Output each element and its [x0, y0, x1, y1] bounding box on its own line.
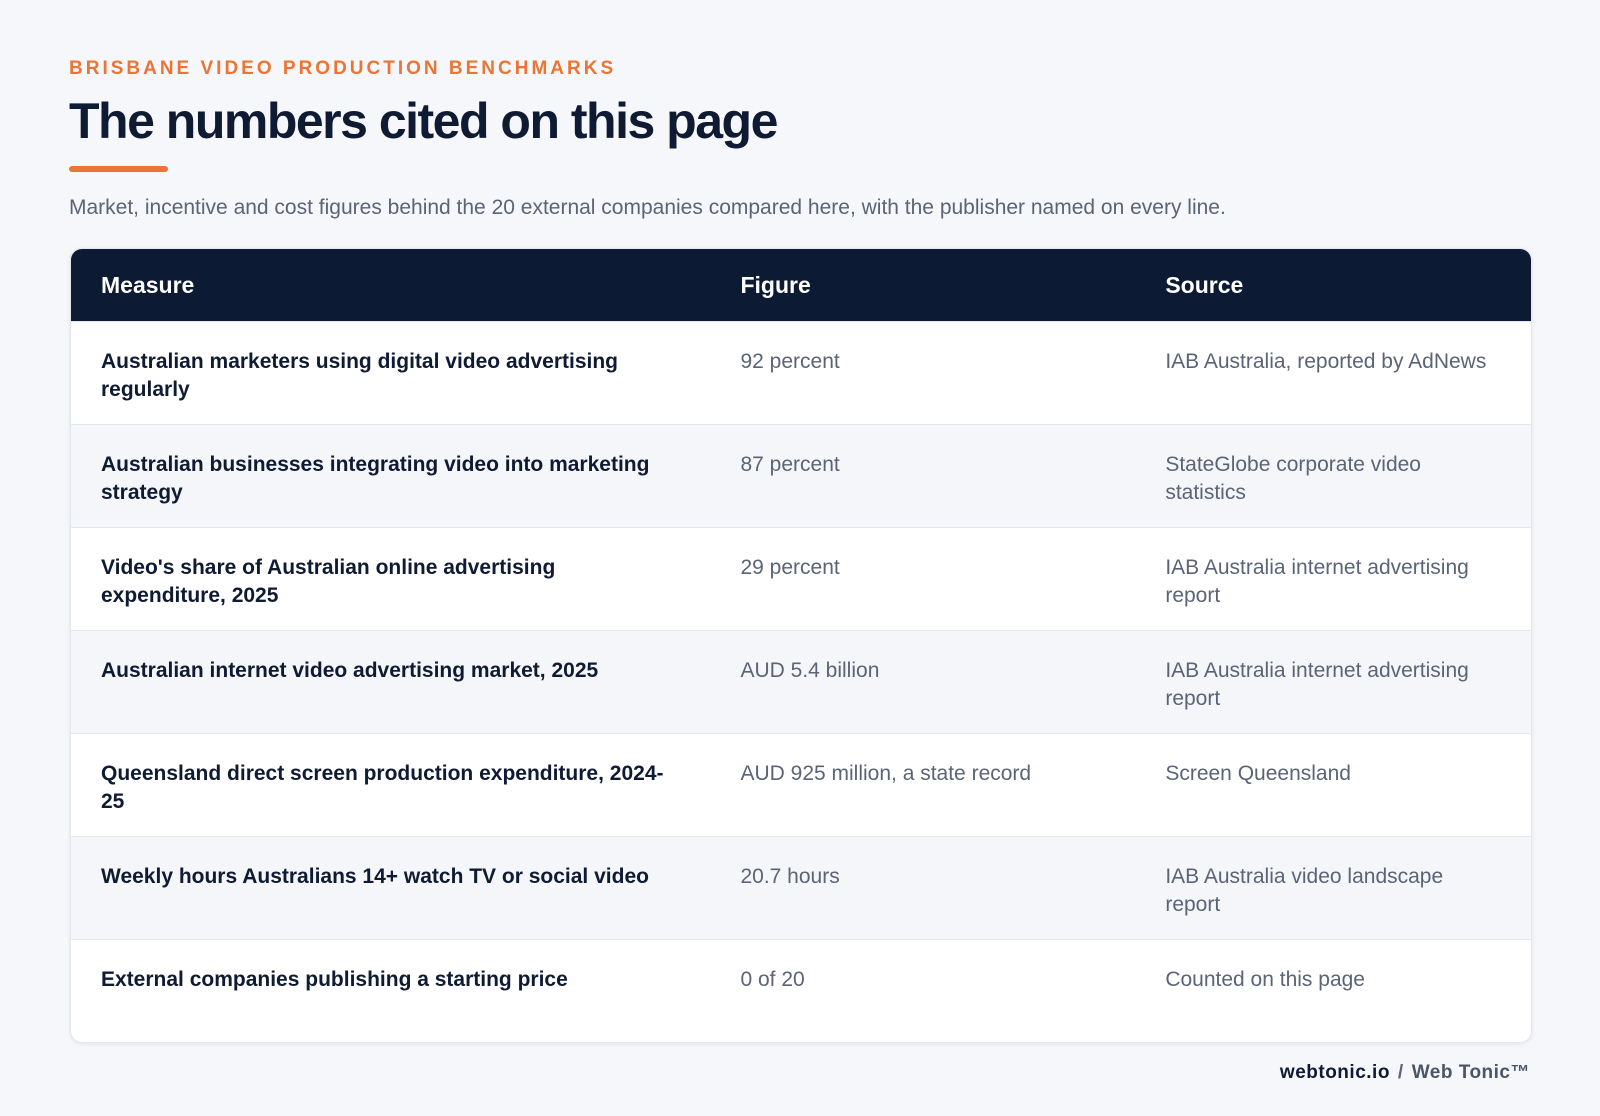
table-row: Video's share of Australian online adver…: [71, 527, 1531, 631]
table-row: Queensland direct screen production expe…: [71, 733, 1531, 837]
figure-cell: AUD 5.4 billion: [710, 630, 1136, 734]
footer: webtonic.io / Web Tonic™: [1280, 1062, 1530, 1084]
eyebrow: BRISBANE VIDEO PRODUCTION BENCHMARKS: [69, 58, 617, 79]
figure-cell: 87 percent: [710, 424, 1136, 528]
table-row: Australian businesses integrating video …: [71, 424, 1531, 528]
table-body: Australian marketers using digital video…: [71, 321, 1531, 1042]
footer-domain: webtonic.io: [1279, 1062, 1390, 1083]
figure-cell: 92 percent: [710, 321, 1136, 425]
source-cell: IAB Australia video landscape report: [1135, 836, 1531, 940]
subtitle: Market, incentive and cost figures behin…: [69, 196, 1226, 219]
source-cell: IAB Australia internet advertising repor…: [1135, 630, 1531, 734]
source-cell: StateGlobe corporate video statistics: [1135, 424, 1531, 528]
table-row: External companies publishing a starting…: [71, 939, 1531, 1042]
column-header: Source: [1135, 249, 1531, 322]
accent-bar: [69, 166, 168, 172]
measure-cell: Video's share of Australian online adver…: [71, 527, 711, 631]
source-cell: Counted on this page: [1135, 939, 1531, 1042]
measure-cell: Australian internet video advertising ma…: [71, 630, 711, 734]
measure-cell: Australian businesses integrating video …: [71, 424, 711, 528]
table-row: Australian internet video advertising ma…: [71, 630, 1531, 734]
figure-cell: 0 of 20: [710, 939, 1136, 1042]
measure-cell: Australian marketers using digital video…: [71, 321, 711, 425]
table: Measure Figure Source Australian marketers…: [71, 249, 1531, 1042]
header-row: Measure Figure Source: [71, 249, 1531, 322]
footer-separator: /: [1397, 1062, 1404, 1083]
source-cell: Screen Queensland: [1135, 733, 1531, 837]
footer-brand: Web Tonic™: [1411, 1062, 1530, 1083]
column-header: Figure: [710, 249, 1136, 322]
measure-cell: Queensland direct screen production expe…: [71, 733, 711, 837]
figure-cell: 20.7 hours: [710, 836, 1136, 940]
figure-cell: AUD 925 million, a state record: [710, 733, 1136, 837]
table-row: Weekly hours Australians 14+ watch TV or…: [71, 836, 1531, 940]
measure-cell: External companies publishing a starting…: [71, 939, 711, 1042]
figure-cell: 29 percent: [710, 527, 1136, 631]
table-card: Measure Figure Source Australian marketers…: [70, 248, 1532, 1043]
source-cell: IAB Australia internet advertising repor…: [1135, 527, 1531, 631]
measure-cell: Weekly hours Australians 14+ watch TV or…: [71, 836, 711, 940]
page-title: The numbers cited on this page: [69, 93, 778, 149]
column-header: Measure: [71, 249, 711, 322]
source-cell: IAB Australia, reported by AdNews: [1135, 321, 1531, 425]
table-row: Australian marketers using digital video…: [71, 321, 1531, 425]
